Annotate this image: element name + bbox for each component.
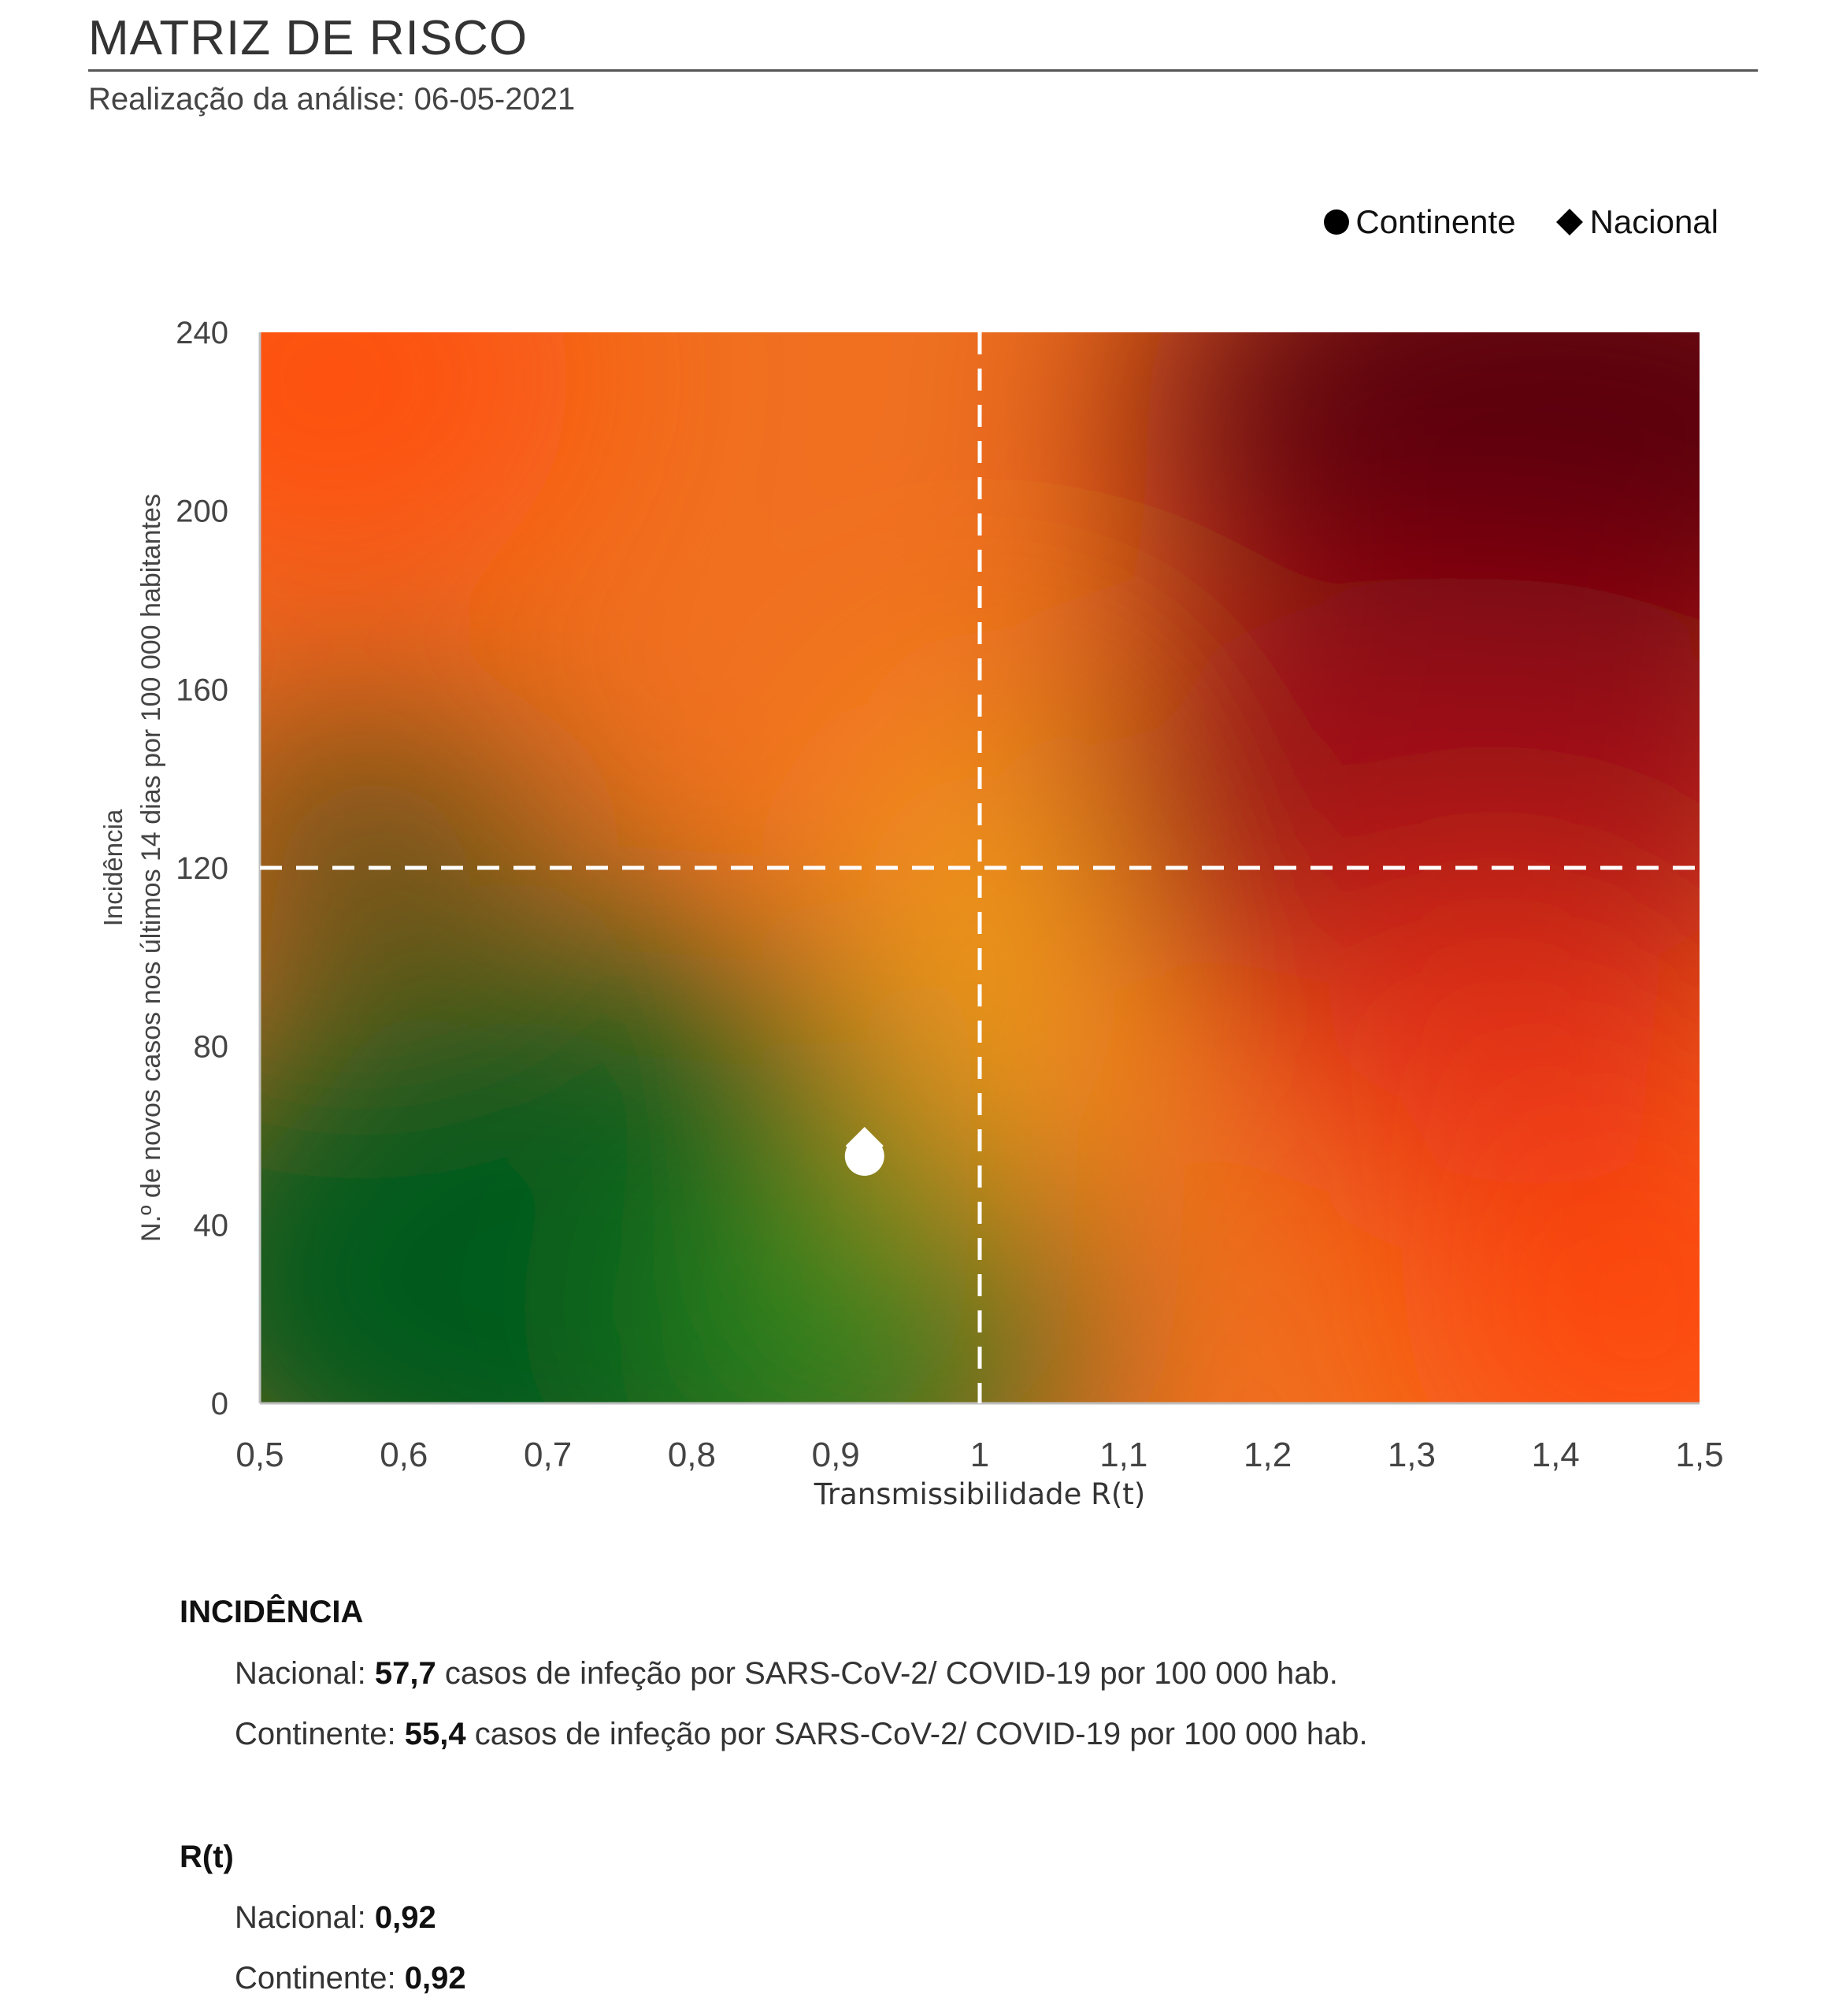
- x-tick-label: 1,5: [1675, 1436, 1723, 1474]
- diamond-marker-icon: [1555, 209, 1583, 235]
- risk-gradient-background: [260, 332, 1700, 1403]
- legend-label-continente: Continente: [1355, 203, 1516, 240]
- circle-marker-icon: [1324, 209, 1350, 235]
- incidence-continente-value: 55,4: [404, 1717, 466, 1751]
- legend-item-continente: Continente: [1324, 203, 1516, 241]
- incidence-nacional: Nacional: 57,7 casos de infeção por SARS…: [235, 1656, 1338, 1692]
- x-tick-label: 0,9: [812, 1436, 860, 1474]
- rt-continente-value: 0,92: [404, 1961, 466, 1996]
- page-title: MATRIZ DE RISCO: [88, 11, 528, 65]
- rt-continente-label: Continente:: [235, 1961, 396, 1996]
- x-tick-label: 1,3: [1388, 1436, 1436, 1474]
- incidence-nacional-label: Nacional:: [235, 1656, 366, 1691]
- y-tick-label: 120: [176, 851, 228, 886]
- incidence-continente-text: casos de infeção por SARS-CoV-2/ COVID-1…: [474, 1717, 1368, 1751]
- x-tick-label: 0,5: [235, 1436, 284, 1474]
- rt-nacional: Nacional: 0,92: [235, 1900, 436, 1936]
- incidence-nacional-text: casos de infeção por SARS-CoV-2/ COVID-1…: [444, 1656, 1338, 1691]
- x-tick-label: 1: [970, 1436, 989, 1474]
- y-axis-label-line2: N.º de novos casos nos últimos 14 dias p…: [136, 494, 166, 1242]
- rt-nacional-value: 0,92: [374, 1900, 436, 1935]
- incidence-continente: Continente: 55,4 casos de infeção por SA…: [235, 1717, 1368, 1752]
- y-tick-label: 0: [211, 1387, 228, 1421]
- rt-heading: R(t): [180, 1840, 234, 1874]
- x-tick-label: 0,6: [380, 1436, 428, 1474]
- rt-continente: Continente: 0,92: [235, 1961, 466, 1996]
- y-tick-label: 200: [176, 495, 228, 529]
- x-tick-label: 0,7: [524, 1436, 572, 1474]
- title-divider: [88, 69, 1758, 72]
- y-tick-label: 160: [176, 673, 228, 707]
- y-tick-label: 40: [194, 1208, 229, 1243]
- x-axis-ticks: 0,5 0,6 0,7 0,8 0,9 1 1,1 1,2 1,3 1,4 1,5: [235, 1436, 1723, 1474]
- incidence-continente-label: Continente:: [235, 1717, 396, 1751]
- y-tick-label: 80: [194, 1030, 229, 1065]
- analysis-date: Realização da análise: 06-05-2021: [88, 82, 576, 117]
- chart-legend: Continente Nacional: [1324, 203, 1718, 241]
- y-axis-label-line1: Incidência: [98, 809, 128, 926]
- rt-nacional-label: Nacional:: [235, 1900, 366, 1935]
- continente-point: [844, 1136, 884, 1177]
- x-tick-label: 1,1: [1099, 1436, 1147, 1474]
- incidence-nacional-value: 57,7: [374, 1656, 436, 1691]
- x-tick-label: 1,2: [1244, 1436, 1292, 1474]
- legend-label-nacional: Nacional: [1589, 203, 1718, 240]
- x-tick-label: 0,8: [668, 1436, 716, 1474]
- incidence-heading: INCIDÊNCIA: [180, 1595, 364, 1629]
- risk-matrix-chart: 0 40 80 120 160 200 240 0,5 0,6 0,7 0,8 0,9 1 1,1 1,2…: [98, 316, 1724, 1511]
- x-tick-label: 1,4: [1532, 1436, 1580, 1474]
- x-axis-label: Transmissibilidade R(t): [814, 1477, 1146, 1511]
- y-tick-label: 240: [176, 316, 228, 350]
- legend-item-nacional: Nacional: [1555, 203, 1718, 241]
- y-axis-ticks: 0 40 80 120 160 200 240: [176, 316, 228, 1421]
